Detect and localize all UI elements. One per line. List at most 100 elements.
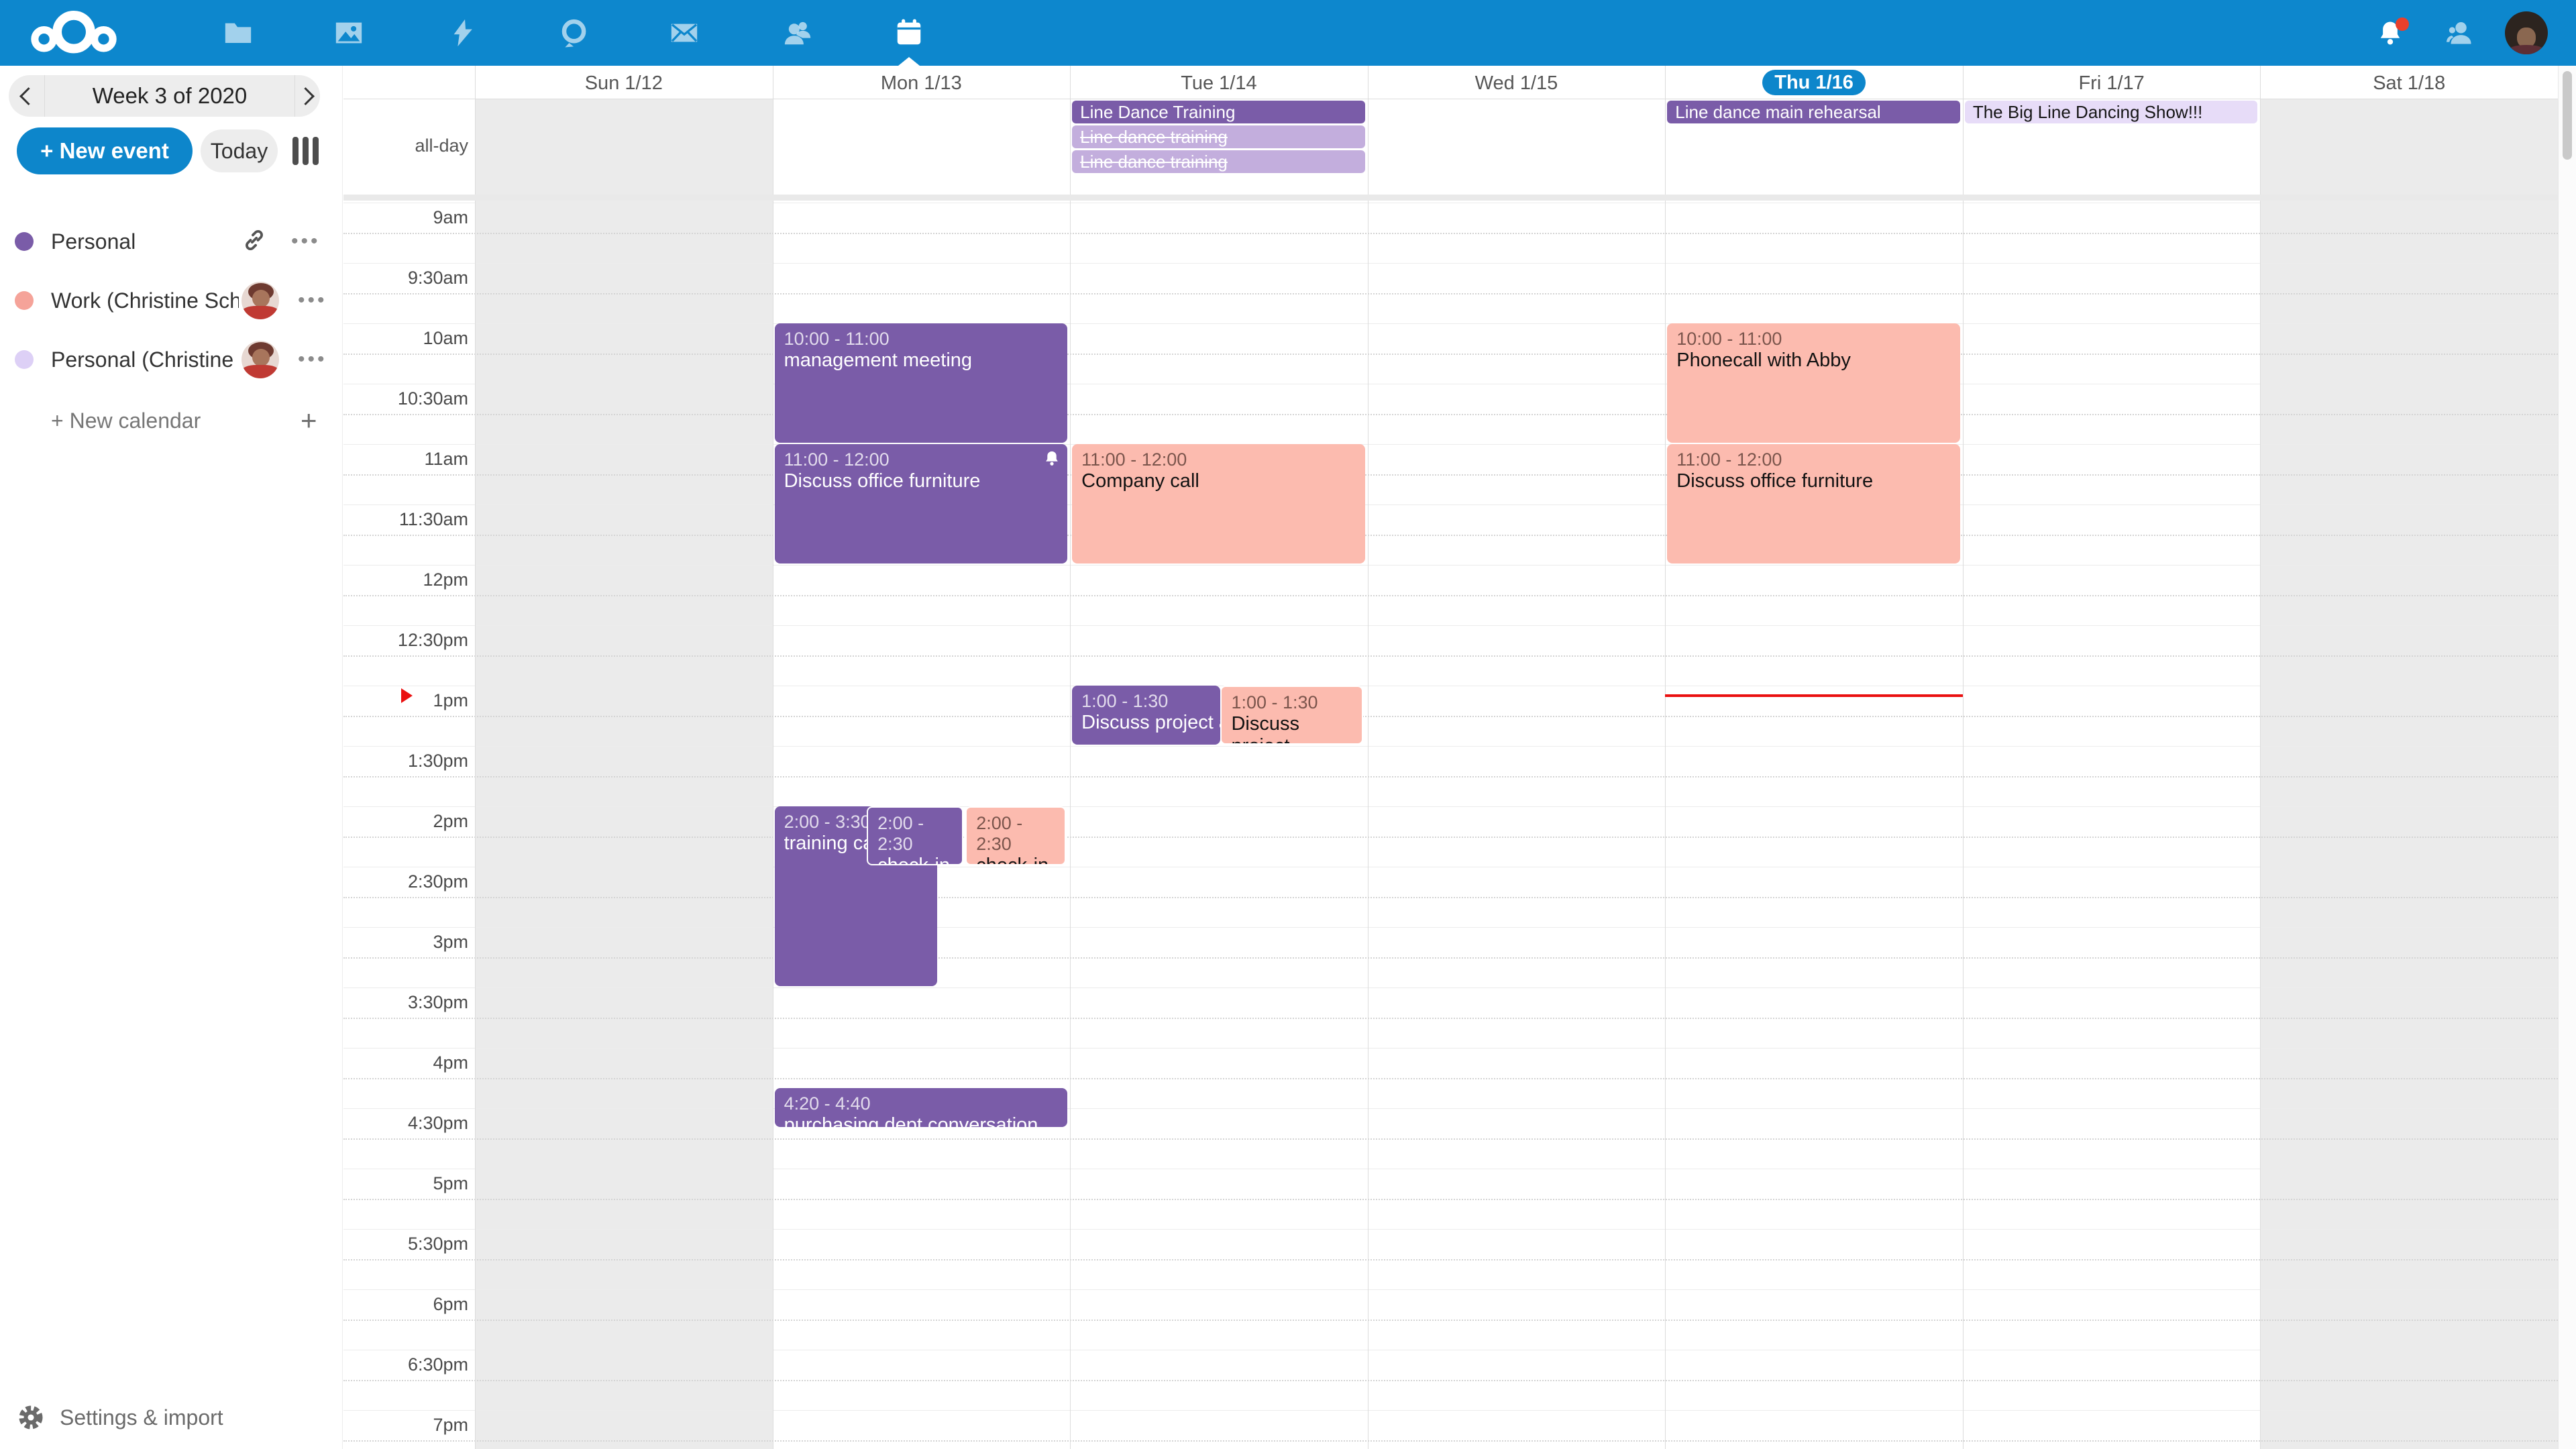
previous-week-button[interactable] (9, 75, 45, 117)
day-header[interactable]: Sat 1/18 (2373, 72, 2446, 94)
shared-by-avatar (241, 341, 279, 378)
calendar-menu-button[interactable]: ••• (291, 230, 321, 252)
quarter-hour-line (343, 837, 2558, 838)
gear-icon (19, 1405, 43, 1430)
app-icon-activity[interactable] (426, 0, 500, 66)
half-hour-line (343, 1289, 2558, 1290)
today-button[interactable]: Today (201, 129, 278, 172)
event-title: check-in (976, 855, 1055, 864)
time-label: 11:30am (398, 509, 468, 529)
event[interactable]: 2:00 - 2:30check-in (965, 806, 1066, 865)
time-label: 3:30pm (407, 992, 468, 1012)
half-hour-line (343, 1048, 2558, 1049)
nextcloud-logo[interactable] (30, 0, 118, 66)
half-hour-line (343, 625, 2558, 626)
time-label: 1:30pm (407, 751, 468, 771)
settings-import-button[interactable]: Settings & import (17, 1403, 223, 1432)
day-header[interactable]: Wed 1/15 (1474, 72, 1558, 94)
day-header[interactable]: Fri 1/17 (2078, 72, 2145, 94)
event-time: 11:00 - 12:00 (1676, 449, 1782, 470)
time-label: 6pm (433, 1294, 468, 1314)
event-time: 1:00 - 1:30 (1081, 691, 1169, 711)
half-hour-line (343, 1229, 2558, 1230)
next-week-button[interactable] (294, 75, 320, 117)
weekend-shading (2260, 99, 2558, 1449)
day-header[interactable]: Tue 1/14 (1181, 72, 1257, 94)
user-avatar[interactable] (2505, 0, 2548, 66)
calendar-list-item[interactable]: Personal ••• (0, 221, 335, 262)
day-header-today[interactable]: Thu 1/16 (1762, 70, 1866, 95)
time-label: 4:30pm (407, 1113, 468, 1133)
calendar-list-item[interactable]: Personal (Christine Scho… ••• (0, 339, 335, 380)
quarter-hour-line (343, 595, 2558, 596)
event[interactable]: 4:20 - 4:40 purchasing dept conversation (774, 1088, 1068, 1127)
avatar (2505, 11, 2548, 54)
notifications-button[interactable] (2370, 0, 2410, 66)
allday-event[interactable]: Line Dance Training (1072, 101, 1365, 123)
allday-event[interactable]: The Big Line Dancing Show!!! (1964, 101, 2258, 123)
quarter-hour-line (343, 414, 2558, 415)
app-icon-files[interactable] (201, 0, 275, 66)
chevron-left-icon (19, 87, 38, 105)
plus-icon: + (301, 405, 317, 436)
event[interactable]: 11:00 - 12:00 Company call (1072, 444, 1365, 564)
event[interactable]: 2:00 - 2:30check-in (867, 806, 964, 865)
quarter-hour-line (343, 776, 2558, 777)
calendar-item-actions: ••• (241, 341, 327, 378)
calendar-menu-button[interactable]: ••• (298, 289, 327, 311)
new-calendar-button[interactable]: + New calendar + (0, 405, 335, 436)
week-picker-button[interactable]: Week 3 of 2020 (45, 83, 294, 109)
bell-icon (2380, 21, 2400, 45)
current-time-arrow (401, 688, 413, 703)
time-label: 10:30am (397, 388, 468, 409)
event-time: 10:00 - 11:00 (1676, 329, 1782, 349)
quarter-hour-line (343, 1078, 2558, 1079)
action-row: + New event Today (17, 127, 319, 174)
day-column-border (1665, 66, 1666, 1449)
view-toggle-button[interactable] (292, 137, 319, 165)
share-link-icon[interactable] (241, 227, 267, 256)
event[interactable]: 11:00 - 12:00 Discuss office furniture (1667, 444, 1960, 564)
week-navigation: Week 3 of 2020 (9, 75, 320, 117)
allday-event[interactable]: Line dance main rehearsal (1667, 101, 1960, 123)
event-title: check-in (877, 855, 953, 864)
shared-by-avatar (241, 282, 279, 319)
half-hour-line (343, 1410, 2558, 1411)
app-icon-calendar[interactable] (872, 0, 946, 66)
quarter-hour-line (343, 1199, 2558, 1200)
contacts-menu-button[interactable] (2439, 0, 2479, 66)
allday-event[interactable]: Line dance training (1072, 150, 1365, 173)
day-header[interactable]: Sun 1/12 (584, 72, 663, 94)
half-hour-line (343, 323, 2558, 324)
time-label: 9:30am (407, 268, 468, 288)
scrollbar-thumb[interactable] (2563, 71, 2572, 160)
app-icon-mail[interactable] (647, 0, 721, 66)
calendar-list-item[interactable]: Work (Christine Schott) ••• (0, 280, 335, 321)
event-time: 1:00 - 1:30 (1231, 692, 1318, 712)
day-header[interactable]: Mon 1/13 (880, 72, 962, 94)
event-time: 2:00 - 2:30 (976, 813, 1023, 855)
notification-badge (2396, 17, 2409, 31)
app-icon-contacts[interactable] (761, 0, 835, 66)
scrollbar-track (2558, 66, 2576, 1449)
event[interactable]: 10:00 - 11:00 Phonecall with Abby (1667, 323, 1960, 443)
quarter-hour-line (343, 293, 2558, 294)
calendar-menu-button[interactable]: ••• (298, 348, 327, 370)
top-bar (0, 0, 2576, 66)
event[interactable]: 11:00 - 12:00 Discuss office furniture (774, 444, 1068, 564)
time-label: 2:30pm (407, 871, 468, 892)
app-icon-photos[interactable] (312, 0, 386, 66)
allday-event[interactable]: Line dance training (1072, 125, 1365, 148)
active-app-notch (898, 57, 920, 66)
time-label: 4pm (433, 1053, 468, 1073)
new-event-button[interactable]: + New event (17, 127, 193, 174)
event-time: 10:00 - 11:00 (784, 329, 890, 349)
event[interactable]: 10:00 - 11:00 management meeting (774, 323, 1068, 443)
week-label: Week 3 of 2020 (92, 83, 248, 108)
app-icon-talk[interactable] (537, 0, 610, 66)
quarter-hour-line (343, 1440, 2558, 1442)
time-label: 1pm (433, 690, 468, 710)
calendar-color-dot (15, 232, 34, 251)
